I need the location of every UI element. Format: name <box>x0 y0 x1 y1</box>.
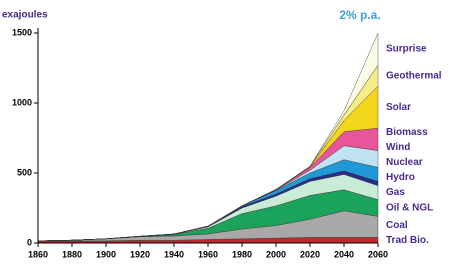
legend-label: Trad Bio. <box>386 235 429 246</box>
legend-label: Surprise <box>386 44 427 55</box>
legend-label: Hydro <box>386 172 415 183</box>
y-tick-label: 500 <box>17 167 32 177</box>
x-tick-label: 1920 <box>130 249 150 259</box>
legend-label: Coal <box>386 220 408 231</box>
x-tick-label: 2060 <box>368 249 388 259</box>
legend-label: Geothermal <box>386 70 442 81</box>
x-tick-label: 2040 <box>334 249 354 259</box>
legend-label: Oil & NGL <box>386 203 433 214</box>
x-tick-label: 1880 <box>62 249 82 259</box>
chart-title: 2% p.a. <box>339 8 380 22</box>
legend-label: Wind <box>386 142 410 153</box>
x-tick-label: 1940 <box>164 249 184 259</box>
x-tick-label: 2000 <box>266 249 286 259</box>
legend-label: Solar <box>386 102 411 113</box>
y-tick-label: 1000 <box>12 97 32 107</box>
area <box>37 210 379 242</box>
y-axis-label: exajoules <box>2 10 48 21</box>
legend-label: Gas <box>386 187 405 198</box>
x-tick-label: 2020 <box>300 249 320 259</box>
x-tick-label: 1960 <box>198 249 218 259</box>
x-tick-label: 1900 <box>96 249 116 259</box>
area <box>37 32 379 242</box>
y-tick-label: 0 <box>27 237 32 247</box>
y-tick-label: 1500 <box>12 27 32 37</box>
x-tick-label: 1980 <box>232 249 252 259</box>
legend-label: Biomass <box>386 127 428 138</box>
x-tick-label: 1860 <box>28 249 48 259</box>
legend-label: Nuclear <box>386 157 423 168</box>
